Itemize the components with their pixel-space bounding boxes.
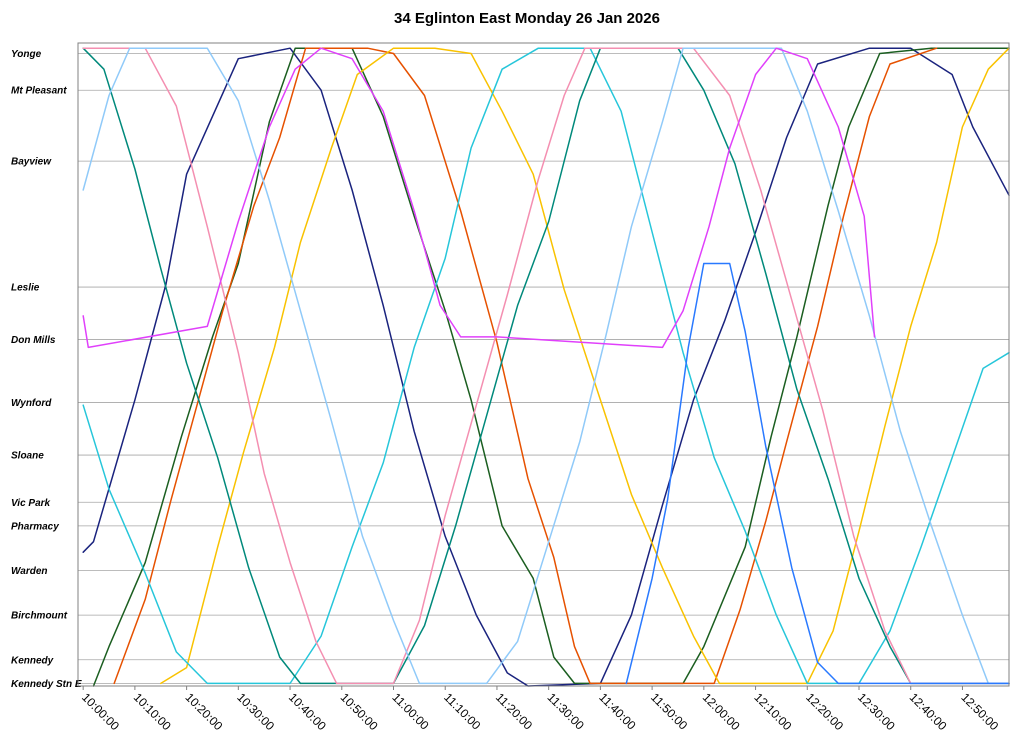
x-tick-label: 12:00:00 (700, 690, 743, 733)
stop-label: Mt Pleasant (11, 86, 67, 97)
trip-line-series (82, 47, 876, 349)
plot-area-border (77, 42, 1010, 687)
trip-line-series (113, 47, 938, 685)
stop-label: Vic Park (11, 498, 51, 509)
trip-line-series (82, 47, 1010, 685)
x-tick-label: 11:30:00 (545, 690, 588, 733)
x-tick-label: 10:20:00 (182, 690, 225, 733)
trip-line-series (160, 47, 1010, 685)
x-tick-label: 12:40:00 (907, 690, 950, 733)
x-tick-label: 10:10:00 (131, 690, 174, 733)
x-tick-label: 12:30:00 (855, 690, 898, 733)
stop-label: Birchmount (11, 611, 68, 622)
x-tick-label: 10:50:00 (338, 690, 381, 733)
x-tick-label: 11:10:00 (441, 690, 484, 733)
x-tick-label: 11:20:00 (493, 690, 536, 733)
x-tick-label: 11:40:00 (596, 690, 639, 733)
trip-line-series (82, 47, 1010, 685)
x-tick-label: 10:30:00 (234, 690, 277, 733)
stop-label: Sloane (11, 451, 44, 462)
trip-line-series (625, 262, 1010, 685)
stop-label: Kennedy (11, 655, 54, 666)
stop-label: Pharmacy (11, 521, 59, 532)
x-tick-label: 10:00:00 (79, 690, 122, 733)
x-tick-label: 12:20:00 (803, 690, 846, 733)
x-tick-label: 12:10:00 (751, 690, 794, 733)
stop-label: Warden (11, 566, 48, 577)
stop-label: Don Mills (11, 335, 56, 346)
chart-title: 34 Eglinton East Monday 26 Jan 2026 (394, 10, 660, 27)
stop-label: Leslie (11, 283, 40, 294)
stop-label: Bayview (11, 157, 52, 168)
trip-lines (82, 47, 1010, 687)
trip-line-series (82, 47, 1010, 685)
trip-line-series (92, 47, 1010, 687)
stop-label: Wynford (11, 398, 52, 409)
stop-gridlines (78, 53, 1009, 684)
stop-labels: Yonge Mt Pleasant Bayview Leslie Don Mills Wy… (11, 49, 82, 690)
x-tick-label: 11:50:00 (648, 690, 691, 733)
trip-line-series (82, 47, 1010, 687)
x-tick-label: 11:00:00 (389, 690, 432, 733)
x-tick-label: 10:40:00 (286, 690, 329, 733)
stop-label: Yonge (11, 49, 42, 60)
time-axis: 10:00:00 10:10:00 10:20:00 10:30:00 10:40:00… (79, 686, 1001, 733)
stop-label: Kennedy Stn E (11, 679, 82, 690)
trip-line-series (82, 47, 1010, 685)
x-tick-label: 12:50:00 (958, 690, 1001, 733)
